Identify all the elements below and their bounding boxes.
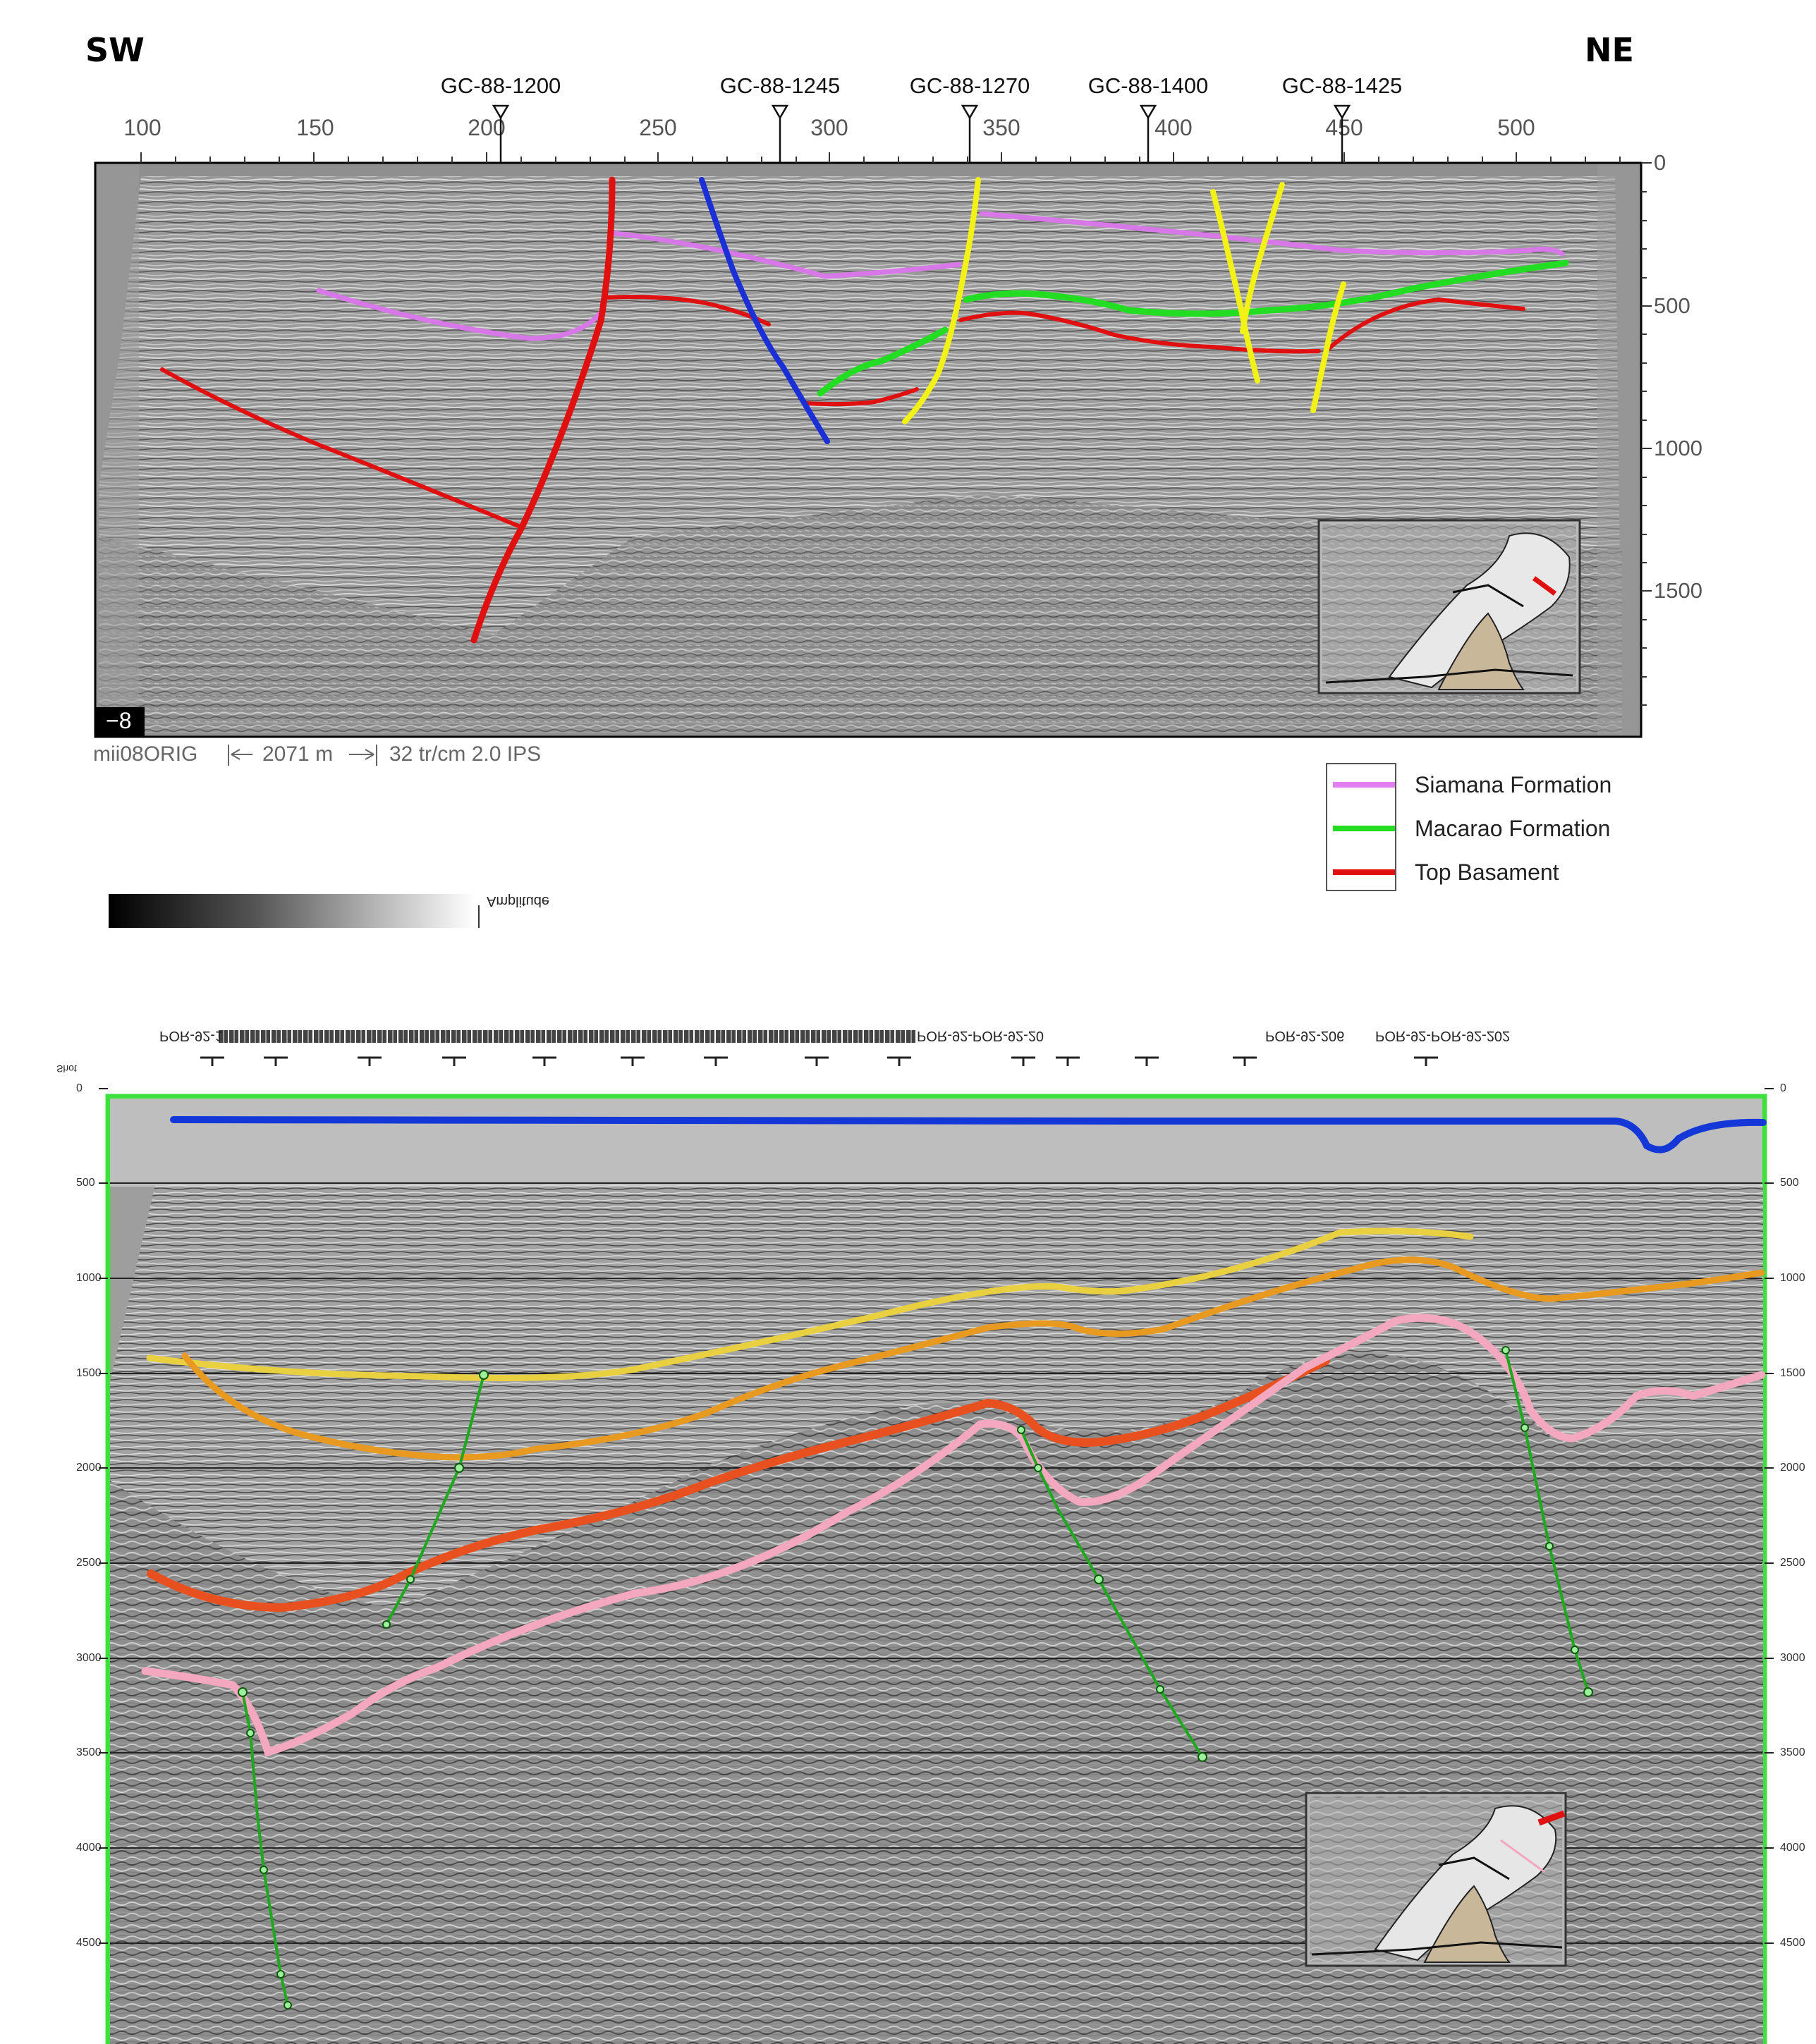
fault-green-1 <box>382 1370 489 1629</box>
depth-label-right-500: 500 <box>1780 1177 1799 1189</box>
depth-label-left-3000: 3000 <box>76 1652 102 1664</box>
cdp-label-450: 450 <box>1325 115 1363 140</box>
twt-label-500: 500 <box>1654 293 1690 318</box>
depth-label-left-2000: 2000 <box>76 1462 102 1474</box>
cdp-label-200: 200 <box>468 115 506 140</box>
depth-label-left-1000: 1000 <box>76 1272 102 1284</box>
acquisition-params-label: 32 tr/cm 2.0 IPS <box>389 742 542 766</box>
horizon-pink <box>141 1314 1766 1757</box>
depth-label-left-3500: 3500 <box>76 1746 102 1758</box>
bottom-inset-map <box>1305 1792 1567 1967</box>
fault-green-3 <box>1017 1426 1207 1762</box>
scale-bar-arrows <box>228 745 377 766</box>
cdp-label-500: 500 <box>1497 115 1535 140</box>
depth-label-right-1500: 1500 <box>1780 1367 1805 1379</box>
depth-label-left-0: 0 <box>76 1082 83 1094</box>
twt-label-1500: 1500 <box>1654 578 1702 603</box>
top-inset-map <box>1317 519 1581 694</box>
cdp-label-300: 300 <box>810 115 848 140</box>
depth-label-right-2500: 2500 <box>1780 1557 1805 1569</box>
shot-header-left: POR-92-1 <box>159 1028 224 1044</box>
direction-ne-label: NE <box>1585 31 1634 69</box>
cdp-label-350: 350 <box>982 115 1020 140</box>
depth-label-right-2000: 2000 <box>1780 1462 1805 1474</box>
legend-label-siamana: Siamana Formation <box>1415 771 1612 797</box>
shot-header-group-2: POR-92-206 <box>1265 1028 1345 1044</box>
well-markers <box>492 104 1351 163</box>
fault-green-4 <box>1501 1346 1593 1697</box>
shot-header-group-1: POR-92-POR-92-20 <box>917 1028 1044 1044</box>
depth-label-right-3500: 3500 <box>1780 1746 1805 1758</box>
legend-label-macarao: Macarao Formation <box>1415 815 1611 841</box>
scale-bar-label: 2071 m <box>262 742 334 766</box>
legend-swatch-siamana <box>1333 782 1395 788</box>
shot-header-overprint <box>219 1030 917 1043</box>
basement-horizon <box>160 295 1525 530</box>
depth-label-right-4000: 4000 <box>1780 1842 1805 1854</box>
horizon-red <box>147 1357 1330 1612</box>
fault-red <box>470 176 616 644</box>
macarao-horizon <box>817 259 1569 397</box>
faults-yellow <box>902 177 1346 424</box>
legend-item-basement: Top Basament <box>1326 858 1559 886</box>
twt-label-0: 0 <box>1654 150 1666 175</box>
legend-swatch-macarao <box>1333 826 1395 831</box>
legend-item-macarao: Macarao Formation <box>1326 814 1610 843</box>
depth-label-right-0: 0 <box>1780 1082 1786 1094</box>
line-name-label: mii08ORIG <box>93 742 198 766</box>
cdp-label-250: 250 <box>639 115 677 140</box>
well-label-gc-88-1400: GC-88-1400 <box>1087 73 1209 98</box>
corner-label: −8 <box>106 708 132 733</box>
bottom-seismic-section <box>99 1056 1774 2044</box>
horizon-orange <box>181 1256 1765 1461</box>
legend-label-basement: Top Basament <box>1415 859 1559 885</box>
legend-swatch-basement <box>1333 869 1395 875</box>
amplitude-label: Amplitude <box>487 893 549 909</box>
well-label-gc-88-1270: GC-88-1270 <box>909 73 1030 98</box>
fault-blue <box>699 177 830 444</box>
corner-label-box <box>95 707 145 737</box>
top-seismic-section <box>94 104 1652 738</box>
well-label-gc-88-1200: GC-88-1200 <box>440 73 561 98</box>
cdp-label-150: 150 <box>296 115 334 140</box>
siamana-horizon <box>316 211 1565 341</box>
shot-ticks <box>200 1056 1438 1066</box>
depth-label-right-1000: 1000 <box>1780 1272 1805 1284</box>
seafloor-horizon <box>170 1116 1767 1153</box>
depth-label-left-4000: 4000 <box>76 1842 102 1854</box>
amplitude-colorbar-tick <box>478 905 480 928</box>
cdp-label-400: 400 <box>1154 115 1193 140</box>
depth-label-left-2500: 2500 <box>76 1557 102 1569</box>
twt-label-1000: 1000 <box>1654 436 1702 460</box>
depth-label-left-4500: 4500 <box>76 1937 102 1949</box>
well-label-gc-88-1425: GC-88-1425 <box>1281 73 1403 98</box>
twt-axis-ticks <box>1641 162 1652 706</box>
depth-ticks-outer <box>99 1088 1774 1944</box>
direction-sw-label: SW <box>85 31 145 69</box>
legend-item-siamana: Siamana Formation <box>1326 771 1611 799</box>
horizon-yellow <box>146 1228 1474 1381</box>
depth-label-left-1500: 1500 <box>76 1367 102 1379</box>
amplitude-colorbar <box>109 894 475 928</box>
well-label-gc-88-1245: GC-88-1245 <box>719 73 841 98</box>
fault-green-2 <box>238 1687 292 2009</box>
cdp-label-100: 100 <box>123 115 162 140</box>
shot-header-group-3: POR-92-POR-92-202 <box>1375 1028 1511 1044</box>
depth-label-right-3000: 3000 <box>1780 1652 1805 1664</box>
cdp-axis-ticks <box>140 152 1621 163</box>
depth-label-right-4500: 4500 <box>1780 1937 1805 1949</box>
depth-label-left-500: 500 <box>76 1177 95 1189</box>
